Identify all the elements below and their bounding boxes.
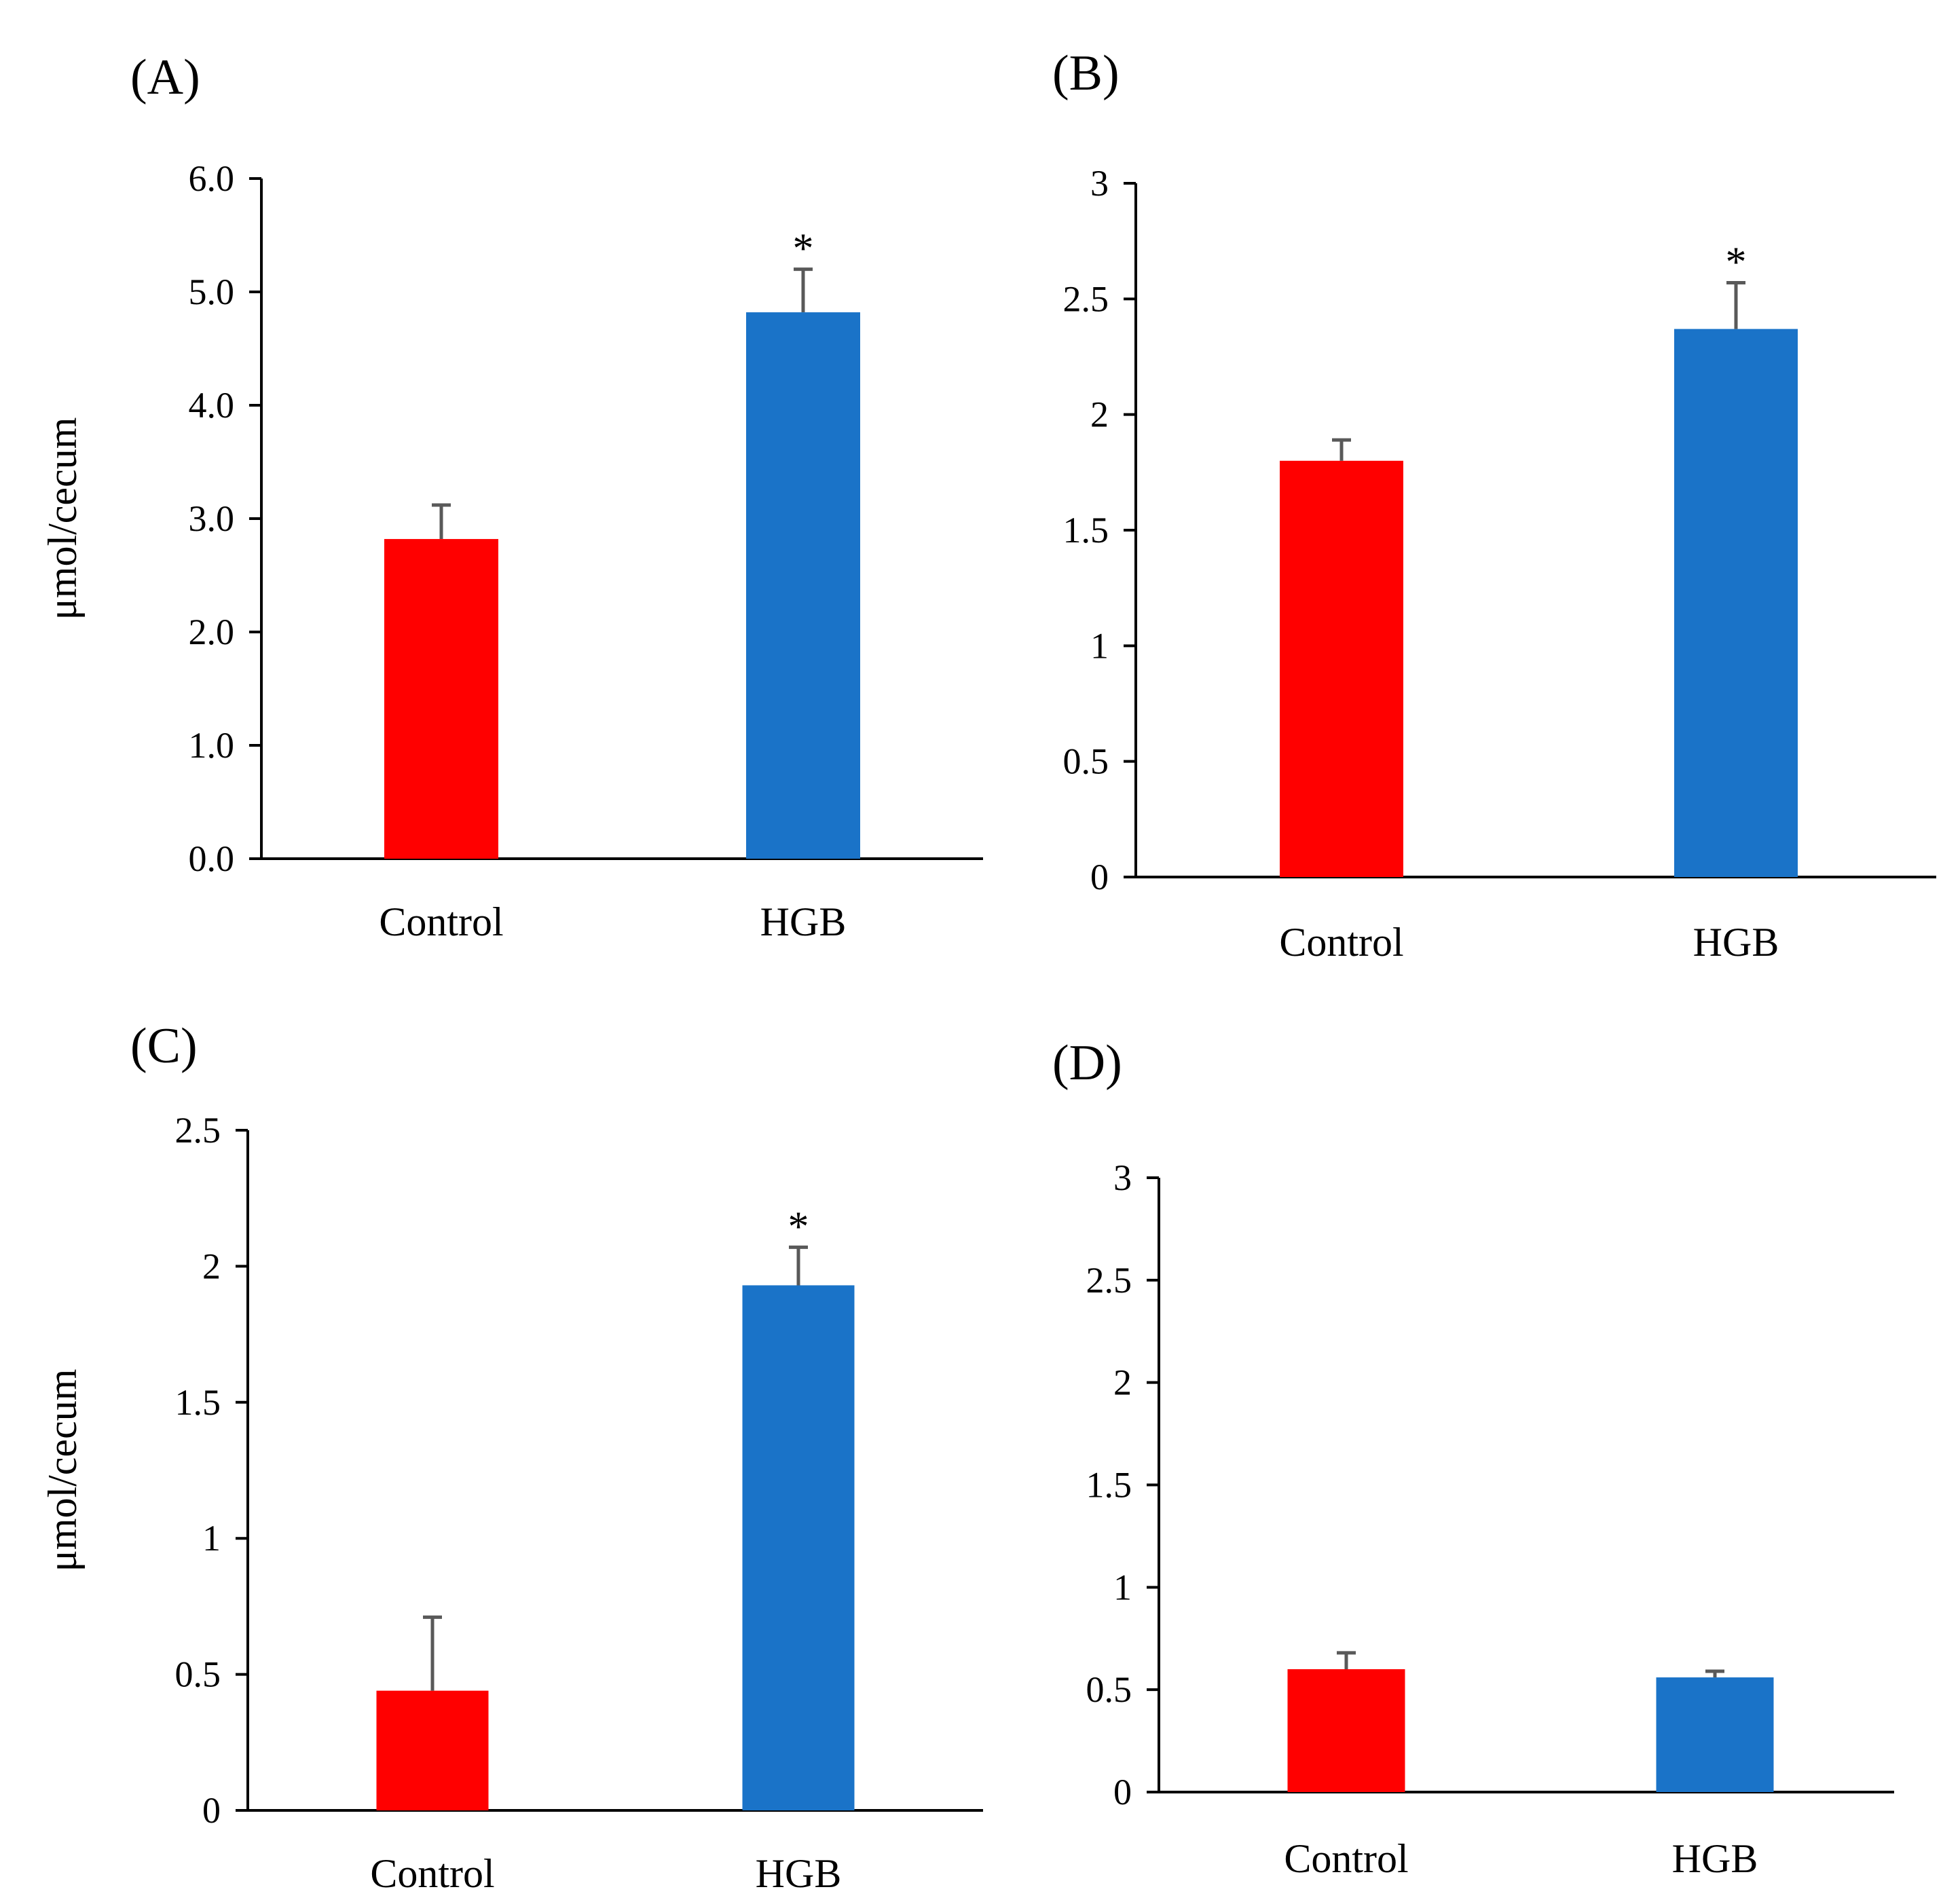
bar-control [1280,460,1403,877]
y-tick-label: 6.0 [189,158,235,199]
y-tick-label: 1 [202,1518,221,1559]
category-label: HGB [756,1851,842,1896]
y-tick-label: 0 [202,1790,221,1831]
panel-d: (D) 0 0.5 1 1.5 2 2.5 3 Control HGB [1052,1035,1894,1881]
y-tick-label: 0.5 [175,1654,221,1695]
panel-label: (C) [130,1018,198,1074]
category-label: HGB [1672,1836,1758,1881]
y-tick-label: 0.5 [1063,741,1109,782]
y-tick-label: 2 [202,1246,221,1286]
y-tick-label: 5.0 [189,272,235,312]
category-label: HGB [1693,920,1779,965]
y-axis-label: μmol/cecum [40,417,85,620]
y-tick-label: 2.5 [1063,278,1109,319]
panel-label: (A) [130,50,200,105]
bar-hgb [742,1285,855,1810]
y-tick-label: 3 [1113,1157,1132,1198]
bar-hgb [1674,329,1798,877]
panel-b: (B) 0 0.5 1 1.5 2 2.5 3 Control * HGB [1052,45,1936,965]
bar-control [1287,1669,1405,1792]
y-tick-label: 1.0 [189,725,235,766]
bar-control [384,539,498,859]
y-tick-label: 2.5 [175,1110,221,1151]
y-axis-label: μmol/cecum [40,1369,85,1572]
y-tick-label: 4.0 [189,385,235,426]
y-tick-label: 0 [1090,857,1109,897]
significance-marker: * [793,226,814,272]
y-tick-label: 1.5 [1063,510,1109,551]
bar-hgb [1656,1677,1774,1792]
y-tick-label: 1.5 [1086,1465,1132,1506]
category-label: Control [1284,1836,1408,1881]
category-label: Control [1279,920,1403,965]
panel-label: (B) [1052,45,1120,101]
y-tick-label: 0.5 [1086,1669,1132,1710]
y-tick-label: 1 [1090,625,1109,666]
category-label: Control [379,899,503,944]
category-label: Control [370,1851,494,1896]
significance-marker: * [788,1204,809,1250]
significance-marker: * [1726,239,1747,285]
y-tick-label: 2.0 [189,612,235,652]
panel-a: (A) μmol/cecum 0.0 1.0 2.0 3.0 4.0 5.0 6.0 Contro… [40,50,983,944]
y-tick-label: 2 [1090,394,1109,435]
y-tick-label: 1.5 [175,1382,221,1423]
y-tick-label: 2.5 [1086,1260,1132,1301]
category-label: HGB [760,899,847,944]
y-tick-label: 1 [1113,1567,1132,1607]
y-tick-label: 3.0 [189,498,235,539]
y-tick-label: 2 [1113,1362,1132,1403]
bar-control [376,1690,489,1810]
y-tick-label: 0.0 [189,838,235,879]
bar-hgb [746,312,860,859]
y-tick-label: 3 [1090,163,1109,204]
panel-c: (C) μmol/cecum 0 0.5 1 1.5 2 2.5 Control * HGB [40,1018,983,1896]
y-tick-label: 0 [1113,1772,1132,1812]
panel-label: (D) [1052,1035,1122,1091]
